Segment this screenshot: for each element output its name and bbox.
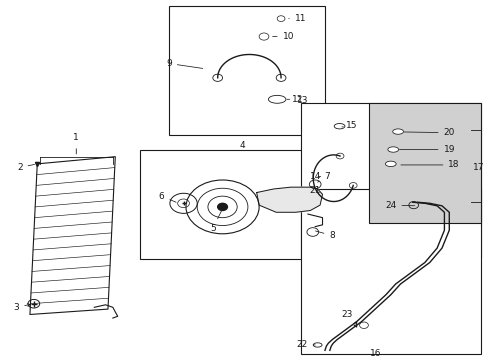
Text: 10: 10 xyxy=(272,32,294,41)
Bar xyxy=(168,6,325,135)
Text: 12: 12 xyxy=(286,95,303,104)
Polygon shape xyxy=(256,187,322,212)
Ellipse shape xyxy=(387,147,398,152)
Text: 13: 13 xyxy=(297,96,308,105)
Text: 1: 1 xyxy=(73,133,79,142)
Bar xyxy=(300,189,480,354)
Bar xyxy=(368,103,480,223)
Text: 2: 2 xyxy=(17,163,35,172)
Bar xyxy=(300,103,480,257)
Ellipse shape xyxy=(313,343,322,347)
Circle shape xyxy=(217,203,227,211)
Text: 22: 22 xyxy=(296,340,315,349)
Text: 6: 6 xyxy=(159,192,176,202)
Ellipse shape xyxy=(385,161,395,167)
Text: 5: 5 xyxy=(209,211,221,233)
Text: 16: 16 xyxy=(369,348,381,357)
Ellipse shape xyxy=(268,95,285,103)
Text: 11: 11 xyxy=(288,14,305,23)
Text: 24: 24 xyxy=(385,201,414,210)
Ellipse shape xyxy=(392,129,403,134)
Text: 17: 17 xyxy=(472,163,484,172)
Text: 4: 4 xyxy=(239,141,244,150)
Text: 23: 23 xyxy=(341,310,355,324)
Text: 3: 3 xyxy=(14,303,30,312)
Text: 7: 7 xyxy=(317,172,329,182)
Ellipse shape xyxy=(333,123,344,129)
Text: 21: 21 xyxy=(309,186,320,195)
Text: 9: 9 xyxy=(166,59,203,68)
Text: 20: 20 xyxy=(404,128,454,137)
Text: 14: 14 xyxy=(309,172,320,181)
Text: 18: 18 xyxy=(400,161,459,170)
Text: 8: 8 xyxy=(315,231,334,240)
Text: 15: 15 xyxy=(341,121,357,130)
Bar xyxy=(140,149,351,259)
Text: 19: 19 xyxy=(399,145,454,154)
